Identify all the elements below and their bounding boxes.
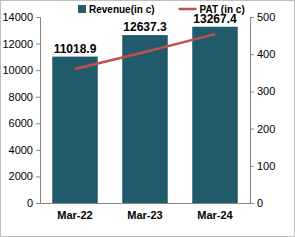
y-tick-label: 2000	[9, 170, 33, 182]
y2-tick: 500	[250, 11, 275, 23]
y2-tick: 200	[250, 123, 275, 135]
legend-item: Revenue(in c)	[78, 4, 155, 15]
y-tick-mark	[36, 44, 40, 45]
y-tick: 10000	[2, 64, 40, 76]
y2-tick-label: 400	[257, 48, 275, 60]
y-axis: 0 2000 4000 6000 8000 10000 12000 14000	[2, 11, 40, 209]
marks	[52, 27, 238, 203]
x-tick: Mar-23	[127, 203, 162, 221]
legend-swatch	[179, 8, 197, 11]
y2-tick-mark	[250, 54, 254, 55]
y2-tick-mark	[250, 17, 254, 18]
y-tick: 6000	[9, 117, 40, 129]
y2-tick: 300	[250, 85, 275, 97]
x-tick-label: Mar-22	[57, 209, 92, 221]
y-tick-mark	[36, 203, 40, 204]
y-tick-mark	[36, 17, 40, 18]
y-tick: 8000	[9, 91, 40, 103]
legend: Revenue(in c) PAT (in c)	[78, 4, 245, 15]
y-tick-mark	[36, 150, 40, 151]
y2-axis: 0 100 200 300 400 500	[250, 11, 275, 209]
y2-tick-label: 300	[257, 85, 275, 97]
chart-frame	[1, 1, 295, 237]
y-tick-label: 14000	[2, 11, 33, 23]
y-axis-line	[36, 18, 41, 204]
x-tick: Mar-24	[197, 203, 233, 221]
y-tick: 12000	[2, 38, 40, 50]
data-label: 11018.9	[54, 42, 97, 56]
y-tick-label: 0	[27, 197, 33, 209]
y2-tick-label: 500	[257, 11, 275, 23]
data-labels: 11018.912637.313267.4	[54, 12, 237, 56]
y2-tick: 0	[250, 197, 263, 209]
data-label: 12637.3	[123, 20, 167, 34]
x-tick: Mar-22	[57, 203, 92, 221]
plot: 0 2000 4000 6000 8000 10000 12000 14000 0 100 200 3…	[2, 11, 275, 221]
y-tick-label: 6000	[9, 117, 33, 129]
y2-tick-label: 100	[257, 160, 275, 172]
y-tick-mark	[36, 97, 40, 98]
bar	[192, 27, 238, 203]
legend-swatch	[78, 5, 86, 13]
x-tick-label: Mar-23	[127, 209, 162, 221]
y-tick: 14000	[2, 11, 40, 23]
y-tick-label: 12000	[2, 38, 33, 50]
y2-tick-label: 0	[257, 197, 263, 209]
y2-tick-mark	[250, 91, 254, 92]
y2-axis-line	[251, 18, 255, 204]
y-tick: 2000	[9, 170, 40, 182]
y-tick-label: 10000	[2, 64, 33, 76]
y2-tick-mark	[250, 129, 254, 130]
legend-label: Revenue(in c)	[89, 4, 155, 15]
x-axis: Mar-22 Mar-23 Mar-24	[41, 203, 251, 221]
y2-tick-mark	[250, 203, 254, 204]
y-tick-label: 8000	[9, 91, 33, 103]
y2-tick-label: 200	[257, 123, 275, 135]
y2-tick: 400	[250, 48, 275, 60]
bar	[52, 57, 98, 203]
y-tick: 0	[27, 197, 40, 209]
bar	[122, 35, 168, 203]
x-tick-label: Mar-24	[197, 209, 233, 221]
y-tick-mark	[36, 70, 40, 71]
y2-tick-mark	[250, 166, 254, 167]
y-tick-mark	[36, 123, 40, 124]
x-axis-line	[41, 203, 251, 204]
legend-item: PAT (in c)	[179, 4, 245, 15]
y-tick-label: 4000	[9, 144, 33, 156]
y-tick: 4000	[9, 144, 40, 156]
legend-label: PAT (in c)	[200, 4, 245, 15]
y2-tick: 100	[250, 160, 275, 172]
chart: 0 2000 4000 6000 8000 10000 12000 14000 0 100 200 3…	[0, 0, 295, 237]
y-tick-mark	[36, 176, 40, 177]
